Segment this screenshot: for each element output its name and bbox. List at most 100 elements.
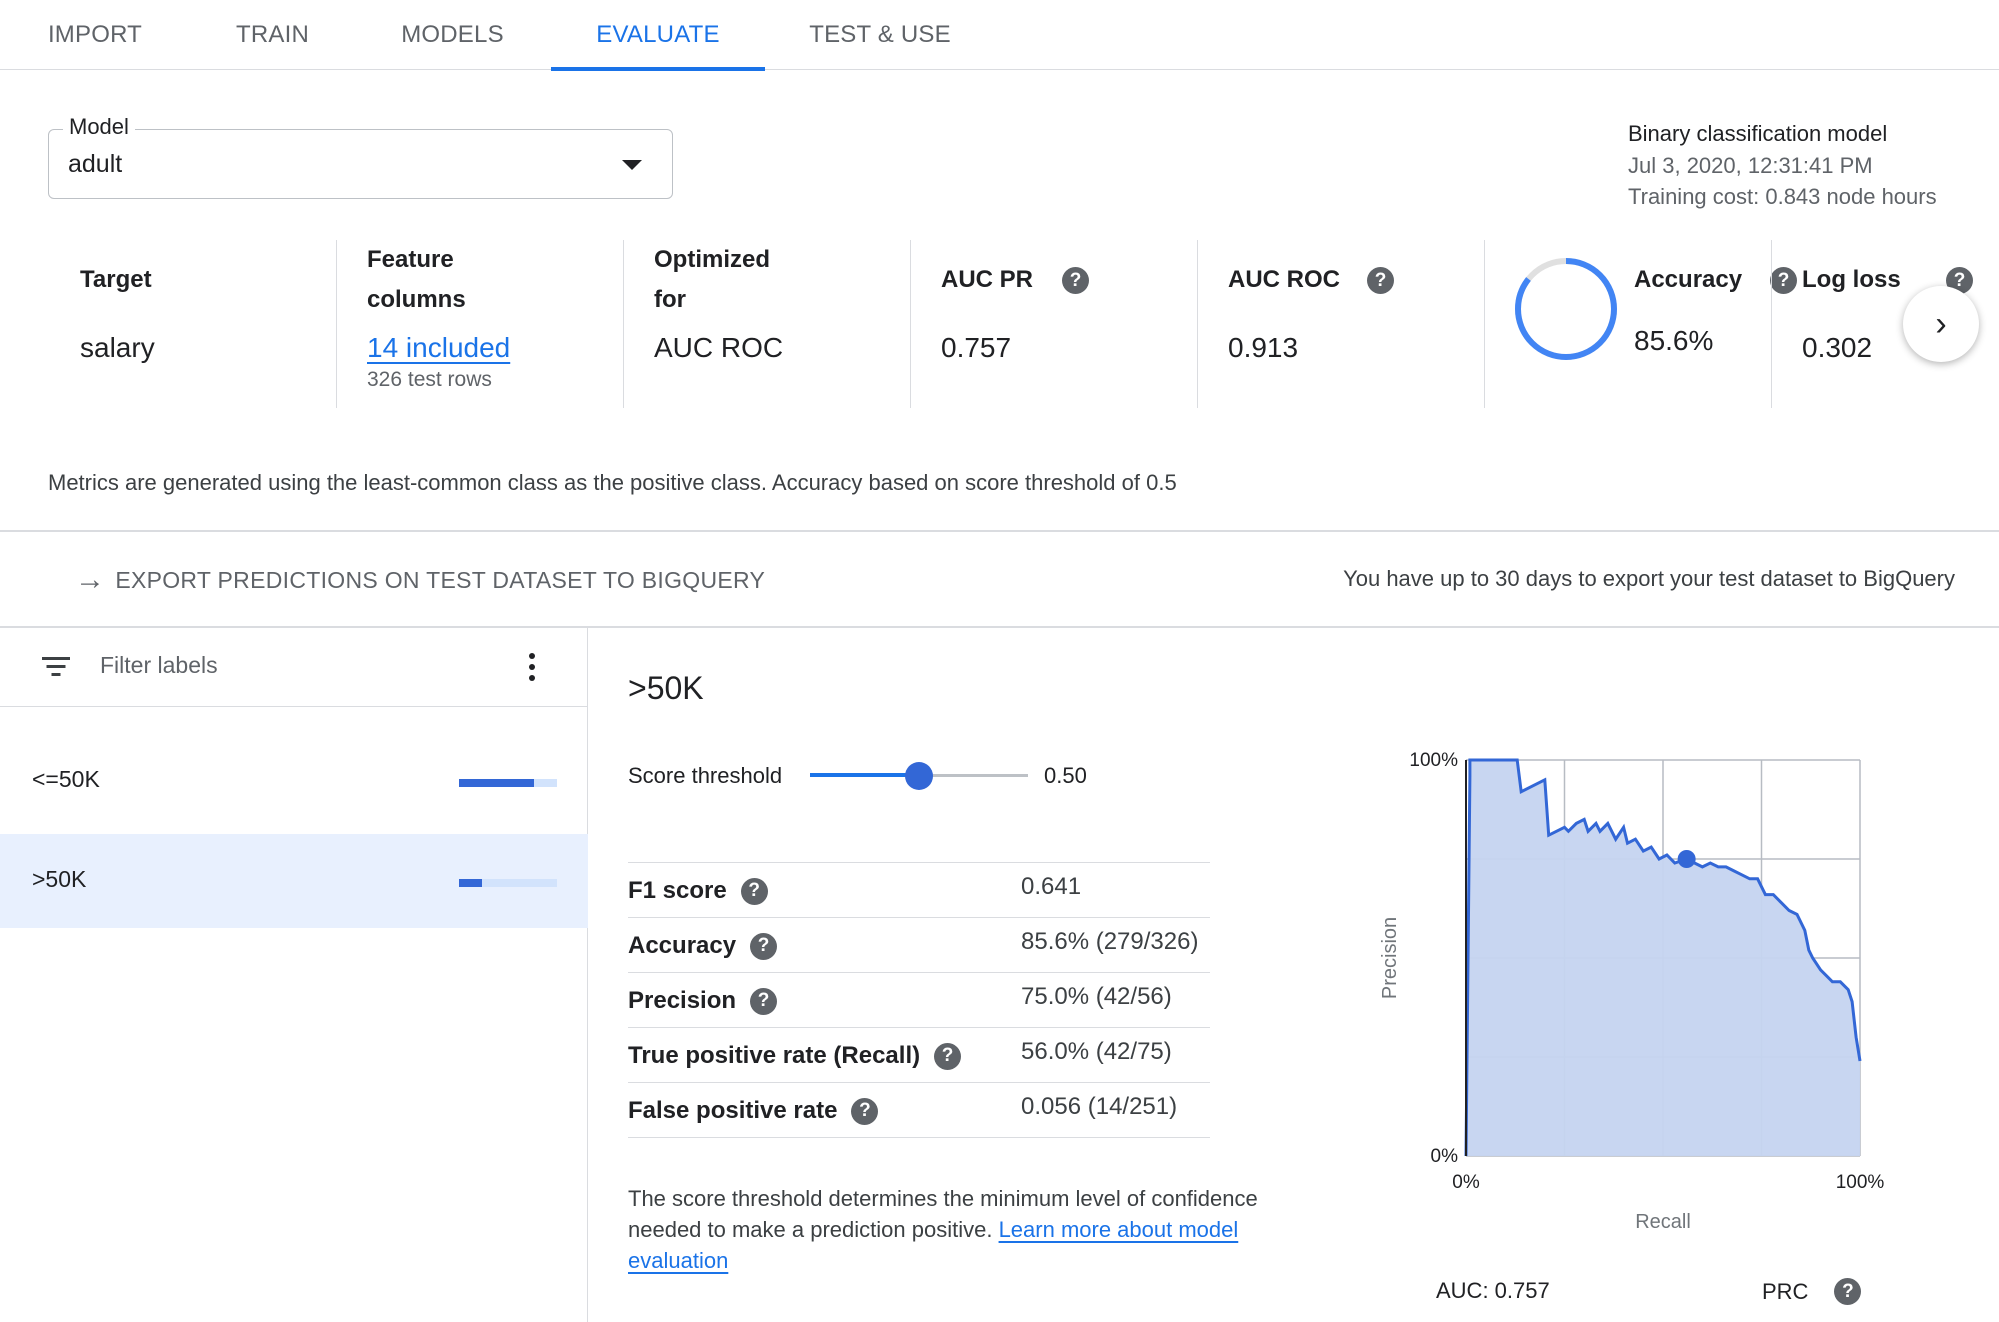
feature-columns-link[interactable]: 14 included bbox=[367, 332, 511, 363]
metric-auc-roc-value: 0.913 bbox=[1228, 332, 1299, 363]
y-tick-label: 0% bbox=[1431, 1146, 1459, 1167]
metric-label: True positive rate (Recall) bbox=[628, 1042, 921, 1069]
chevron-right-icon: › bbox=[1935, 304, 1947, 343]
model-created-date: Jul 3, 2020, 12:31:41 PM bbox=[1628, 152, 1873, 178]
curve-type-label: PRC bbox=[1762, 1278, 1809, 1304]
metrics-note: Metrics are generated using the least-co… bbox=[48, 470, 1177, 495]
metric-row-fpr: False positive rate? 0.056 (14/251) bbox=[628, 1083, 1210, 1138]
metric-target-value: salary bbox=[80, 332, 155, 363]
x-tick-label: 100% bbox=[1836, 1172, 1885, 1193]
help-icon[interactable]: ? bbox=[934, 1042, 962, 1070]
metric-value: 0.641 bbox=[1021, 873, 1082, 900]
dropdown-arrow-icon bbox=[622, 160, 642, 170]
score-threshold-label: Score threshold bbox=[628, 763, 783, 788]
chart-curve-type: PRC ? bbox=[1762, 1278, 1862, 1305]
accuracy-donut-fill bbox=[1515, 258, 1617, 360]
metric-feature-columns-label-2: columns bbox=[367, 286, 466, 313]
metric-auc-pr-value: 0.757 bbox=[941, 332, 1012, 363]
label-name: >50K bbox=[32, 866, 87, 892]
model-type: Binary classification model bbox=[1628, 121, 1888, 146]
tab-evaluate[interactable]: EVALUATE bbox=[551, 0, 765, 71]
tab-import[interactable]: IMPORT bbox=[47, 21, 143, 48]
metric-feature-columns: Feature columns 14 included 326 test row… bbox=[336, 240, 624, 408]
metric-value: 85.6% (279/326) bbox=[1021, 928, 1199, 955]
score-threshold-slider[interactable] bbox=[810, 762, 1028, 790]
model-select-label: Model bbox=[63, 114, 135, 140]
metric-optimized-label-2: for bbox=[654, 286, 686, 313]
metric-auc-roc-label: AUC ROC bbox=[1228, 266, 1340, 293]
label-name: <=50K bbox=[32, 766, 100, 792]
metric-auc-roc: AUC ROC ? 0.913 bbox=[1197, 240, 1485, 408]
next-metrics-button[interactable]: › bbox=[1903, 286, 1979, 362]
metric-auc-pr-label: AUC PR bbox=[941, 266, 1034, 293]
metric-accuracy-label: Accuracy bbox=[1634, 266, 1743, 293]
help-icon[interactable]: ? bbox=[851, 1097, 879, 1125]
model-select-value: adult bbox=[68, 150, 123, 178]
learn-more-link[interactable]: Learn more about model evaluation bbox=[628, 1217, 1239, 1273]
arrow-right-icon: → bbox=[75, 563, 106, 596]
slider-fill bbox=[810, 773, 919, 777]
metrics-table: F1 score? 0.641 Accuracy? 85.6% (279/326… bbox=[628, 862, 1210, 1138]
threshold-explanation-text: The score threshold determines the minim… bbox=[628, 1186, 1258, 1242]
metric-row-precision: Precision? 75.0% (42/56) bbox=[628, 973, 1210, 1028]
threshold-point bbox=[1677, 850, 1696, 868]
metric-row-f1: F1 score? 0.641 bbox=[628, 863, 1210, 918]
tab-models[interactable]: MODELS bbox=[401, 21, 504, 48]
tab-train[interactable]: TRAIN bbox=[236, 21, 309, 48]
help-icon[interactable]: ? bbox=[750, 987, 778, 1015]
metric-accuracy: Accuracy 85.6% ? bbox=[1484, 240, 1797, 408]
metric-row-recall: True positive rate (Recall)? 56.0% (42/7… bbox=[628, 1028, 1210, 1083]
x-tick-label: 0% bbox=[1452, 1172, 1480, 1193]
metric-log-loss-label: Log loss bbox=[1802, 266, 1901, 293]
y-tick-label: 100% bbox=[1409, 750, 1458, 771]
export-predictions-label: EXPORT PREDICTIONS ON TEST DATASET TO BI… bbox=[115, 566, 766, 593]
metric-optimized-value: AUC ROC bbox=[654, 332, 784, 363]
metric-value: 0.056 (14/251) bbox=[1021, 1093, 1178, 1120]
y-axis-label: Precision bbox=[1379, 917, 1401, 999]
metric-feature-columns-label-1: Feature bbox=[367, 246, 454, 273]
x-axis-label: Recall bbox=[1635, 1211, 1691, 1233]
prc-help-icon[interactable]: ? bbox=[1834, 1278, 1862, 1305]
metric-value: 56.0% (42/75) bbox=[1021, 1038, 1172, 1065]
metric-label: Accuracy bbox=[628, 932, 737, 959]
auc-pr-help-icon[interactable]: ? bbox=[1062, 267, 1089, 294]
filter-row: Filter labels bbox=[0, 627, 588, 707]
metric-target: Target salary bbox=[50, 240, 337, 408]
auc-roc-help-icon[interactable]: ? bbox=[1367, 267, 1394, 294]
slider-thumb[interactable] bbox=[905, 762, 933, 790]
model-select[interactable]: Model adult bbox=[48, 114, 673, 199]
metric-label: False positive rate bbox=[628, 1097, 838, 1124]
training-cost: Training cost: 0.843 node hours bbox=[1628, 184, 1937, 209]
label-item-gt-50k[interactable]: >50K bbox=[0, 834, 588, 928]
metric-label: F1 score bbox=[628, 877, 727, 904]
selected-label-title: >50K bbox=[628, 670, 704, 706]
export-predictions-button[interactable]: → EXPORT PREDICTIONS ON TEST DATASET TO … bbox=[75, 563, 765, 597]
metric-target-label: Target bbox=[80, 266, 152, 293]
label-item-le-50k[interactable]: <=50K bbox=[0, 734, 588, 828]
filter-labels-input[interactable]: Filter labels bbox=[100, 652, 218, 678]
tab-test-and-use[interactable]: TEST & USE bbox=[809, 21, 951, 48]
metric-row-accuracy: Accuracy? 85.6% (279/326) bbox=[628, 918, 1210, 973]
metric-accuracy-value: 85.6% bbox=[1634, 325, 1714, 356]
help-icon[interactable]: ? bbox=[750, 932, 778, 960]
metric-auc-pr: AUC PR ? 0.757 bbox=[910, 240, 1198, 408]
labels-panel: Filter labels <=50K >50K bbox=[0, 627, 588, 1322]
metric-log-loss-value: 0.302 bbox=[1802, 332, 1873, 363]
metric-optimized-for: Optimized for AUC ROC bbox=[623, 240, 911, 408]
filter-icon[interactable] bbox=[42, 657, 70, 677]
metric-optimized-label-1: Optimized bbox=[654, 246, 771, 273]
top-tab-bar: IMPORT TRAIN MODELS EVALUATE TEST & USE bbox=[0, 0, 1999, 71]
label-proportion-bar bbox=[459, 879, 557, 887]
accuracy-help-icon[interactable]: ? bbox=[1770, 267, 1797, 294]
accuracy-donut bbox=[1515, 258, 1617, 360]
label-proportion-bar bbox=[459, 779, 557, 787]
export-note: You have up to 30 days to export your te… bbox=[1343, 566, 1955, 591]
metric-value: 75.0% (42/56) bbox=[1021, 983, 1172, 1010]
more-vert-icon[interactable] bbox=[524, 651, 540, 683]
test-rows-count: 326 test rows bbox=[367, 368, 492, 391]
score-threshold-value: 0.50 bbox=[1044, 763, 1087, 788]
divider bbox=[0, 530, 1999, 532]
precision-recall-chart: 100% 0% 0% 100% Precision Recall bbox=[1379, 750, 1885, 1233]
threshold-explanation: The score threshold determines the minim… bbox=[628, 1183, 1328, 1276]
help-icon[interactable]: ? bbox=[740, 877, 768, 905]
